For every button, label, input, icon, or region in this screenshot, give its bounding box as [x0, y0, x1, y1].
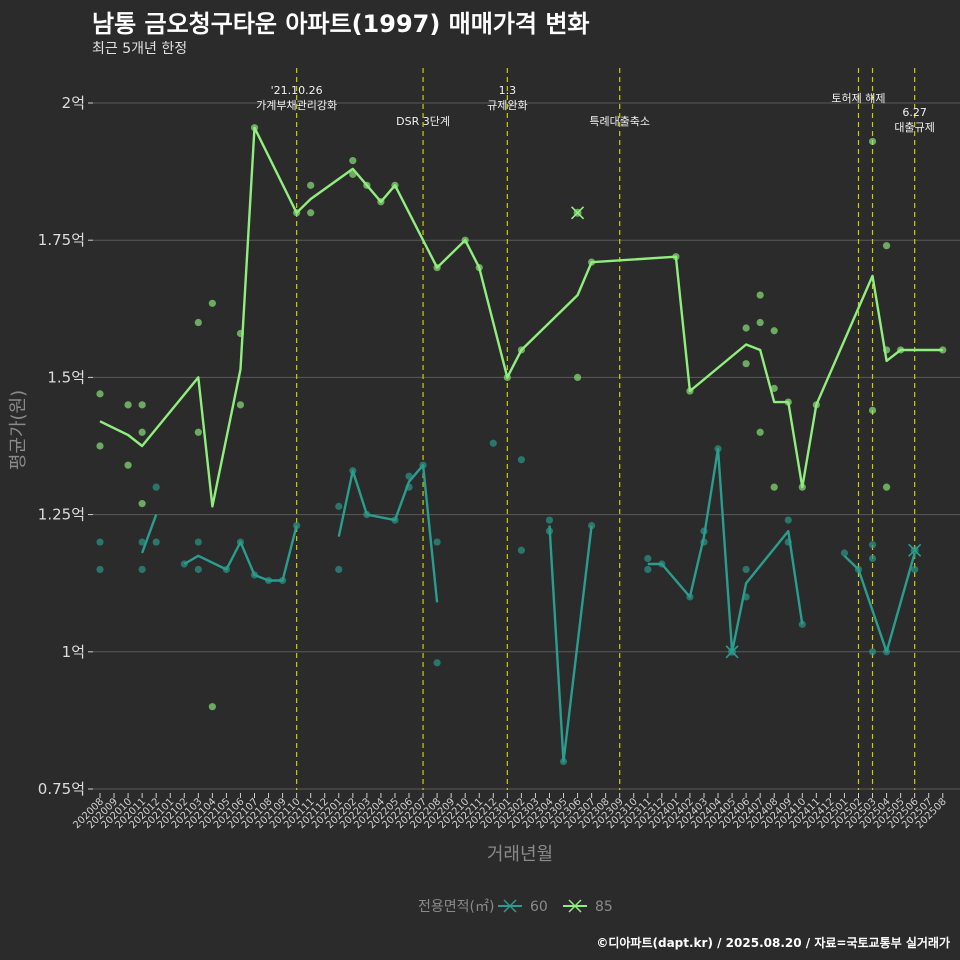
event-label: DSR 3단계 — [396, 115, 450, 128]
cross-marker-85 — [571, 206, 585, 220]
y-tick-label: 0.75억 — [38, 780, 85, 798]
data-point-85 — [756, 291, 764, 299]
x-axis-title: 거래년월 — [487, 844, 553, 865]
data-point-60 — [868, 648, 877, 656]
data-point-85 — [138, 401, 146, 409]
chart-title: 남통 금오청구타운 아파트(1997) 매매가격 변화 — [92, 10, 590, 38]
data-point-60 — [517, 456, 525, 464]
event-label: 대출규제 — [894, 121, 934, 134]
y-tick-label: 1억 — [62, 643, 85, 661]
series-line-85 — [99, 126, 943, 508]
data-point-85 — [96, 442, 104, 450]
data-point-85 — [573, 373, 582, 381]
data-point-60 — [433, 538, 441, 546]
data-point-85 — [349, 157, 357, 165]
data-point-60 — [911, 565, 919, 574]
data-point-60 — [644, 554, 652, 563]
legend-label-85: 85 — [595, 899, 613, 915]
data-point-60 — [194, 538, 202, 546]
data-point-85 — [124, 401, 132, 409]
data-point-60 — [152, 538, 160, 546]
data-point-60 — [433, 659, 441, 667]
y-tick-label: 1.5억 — [47, 368, 85, 386]
chart-subtitle: 최근 5개년 한정 — [92, 41, 188, 57]
policy-event-lines — [296, 68, 916, 790]
legend-key-cross-85 — [568, 899, 582, 913]
data-point-60 — [489, 439, 497, 447]
y-tick-label: 1.25억 — [38, 506, 85, 524]
cross-marker-60 — [725, 645, 739, 659]
legend-label-60: 60 — [530, 899, 548, 915]
data-point-60 — [96, 565, 104, 574]
data-point-85 — [756, 428, 764, 436]
y-axis-ticks: 0.75억 1억 1.25억 1.5억 1.75억 2억 — [38, 94, 93, 798]
data-point-85 — [742, 360, 750, 368]
data-point-85 — [307, 209, 315, 217]
data-point-85 — [770, 327, 778, 335]
data-point-85 — [208, 299, 216, 307]
data-point-60 — [335, 565, 343, 574]
data-point-60 — [644, 565, 652, 574]
data-point-85 — [124, 461, 132, 469]
data-point-85 — [742, 324, 750, 332]
data-point-85 — [756, 318, 764, 327]
data-point-60 — [138, 565, 146, 574]
data-point-60 — [517, 546, 525, 554]
event-label: 가계부채관리강화 — [256, 99, 337, 112]
y-tick-label: 1.75억 — [38, 231, 85, 249]
data-point-85 — [138, 428, 146, 436]
event-label: 특례대출축소 — [589, 115, 650, 128]
legend-key-cross-60 — [503, 899, 517, 913]
series-line-60 — [337, 464, 439, 603]
data-point-85 — [770, 483, 778, 491]
data-point-60 — [194, 565, 202, 574]
data-point-60 — [840, 549, 849, 557]
data-point-85 — [138, 500, 146, 508]
data-point-60 — [868, 554, 877, 563]
data-point-85 — [236, 401, 245, 409]
data-point-60 — [152, 483, 160, 491]
data-point-85 — [882, 242, 891, 250]
series-line-60 — [843, 552, 916, 653]
source-caption: ©디아파트(dapt.kr) / 2025.08.20 / 자료=국토교통부 실… — [596, 936, 950, 950]
data-point-85 — [868, 137, 877, 146]
series-line-60 — [183, 525, 298, 582]
event-label: '21.10.26 — [271, 84, 323, 97]
cross-marker-60 — [908, 543, 922, 557]
y-axis-title: 평균가(원) — [8, 390, 29, 470]
x-axis-ticks: 2020082020092020102020112020122021012021… — [71, 793, 949, 831]
series-layer — [96, 124, 947, 766]
data-point-60 — [138, 538, 146, 546]
event-label: 토허제 해제 — [831, 91, 885, 105]
event-label: 규제완화 — [487, 99, 527, 112]
grid-lines — [93, 102, 960, 790]
data-point-85 — [96, 390, 104, 398]
data-point-85 — [868, 406, 877, 414]
legend-title: 전용면적(㎡) — [418, 899, 494, 915]
data-point-60 — [335, 502, 343, 510]
data-point-85 — [307, 181, 315, 189]
series-line-60 — [548, 525, 593, 763]
series-line-60 — [647, 447, 804, 653]
data-point-85 — [882, 483, 891, 491]
data-point-60 — [588, 521, 596, 530]
y-tick-label: 2억 — [62, 94, 85, 112]
event-label: 6.27 — [902, 106, 927, 119]
data-point-60 — [96, 538, 104, 546]
event-label: 1.3 — [499, 84, 517, 97]
data-point-60 — [868, 541, 877, 549]
legend: 전용면적(㎡) 60 85 — [418, 899, 613, 915]
data-point-85 — [194, 318, 202, 327]
data-point-60 — [545, 516, 554, 524]
data-point-60 — [784, 516, 792, 524]
data-point-85 — [194, 428, 202, 436]
data-point-60 — [742, 565, 750, 574]
data-point-85 — [208, 703, 216, 711]
data-point-85 — [770, 384, 778, 392]
series-line-60 — [140, 514, 158, 554]
data-point-60 — [293, 521, 301, 530]
